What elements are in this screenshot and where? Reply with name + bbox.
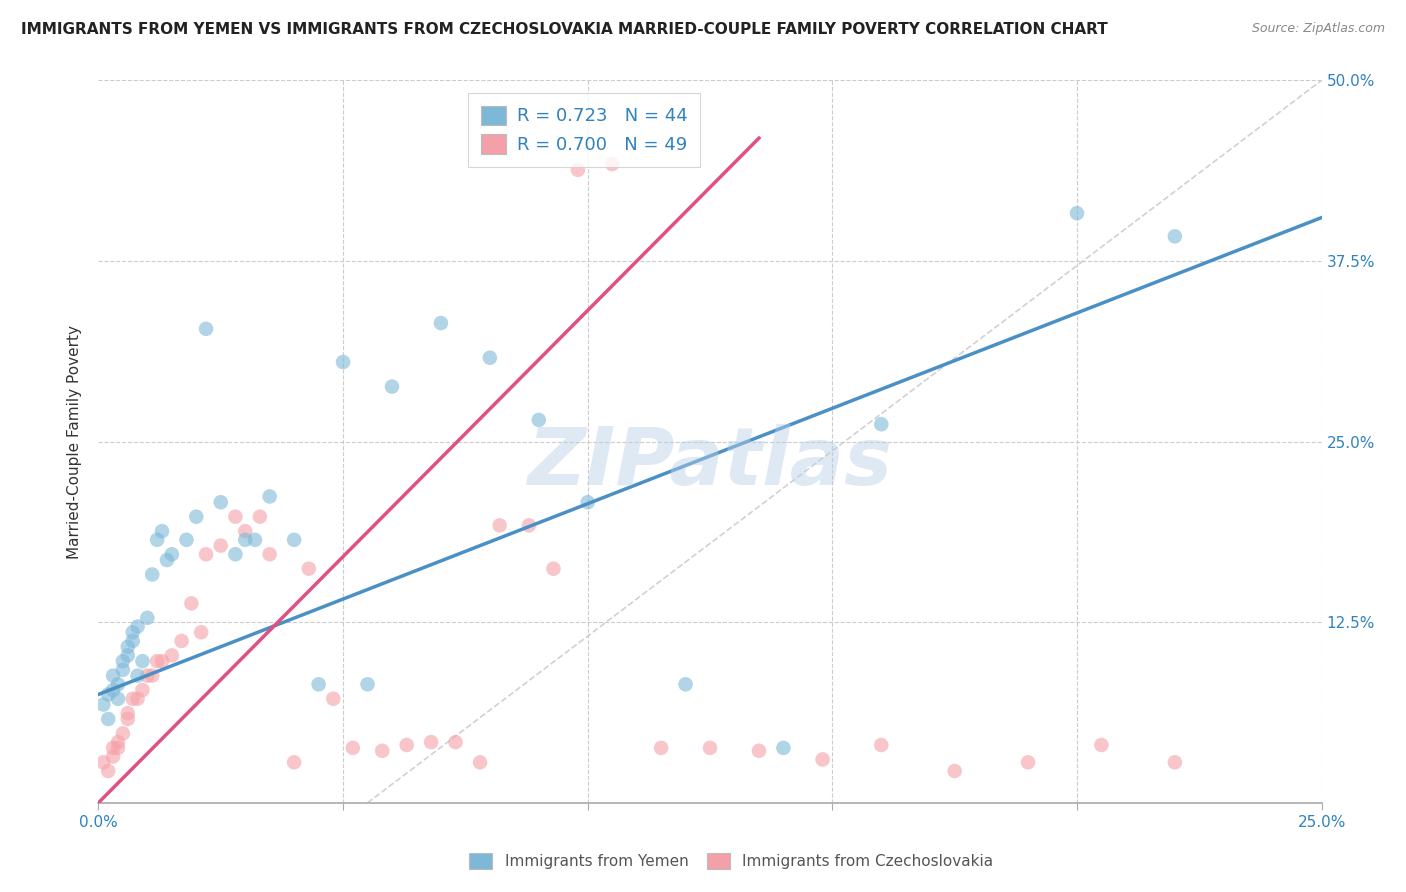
Point [249, 509, 271, 524]
Point [170, 634, 193, 648]
Y-axis label: Married-Couple Family Poverty: Married-Couple Family Poverty [67, 325, 83, 558]
Point [233, 533, 256, 547]
Legend: R = 0.723   N = 44, R = 0.700   N = 49: R = 0.723 N = 44, R = 0.700 N = 49 [468, 93, 700, 167]
Point [430, 316, 453, 330]
Point [675, 677, 697, 691]
Point [478, 351, 501, 365]
Point [160, 648, 183, 663]
Point [107, 677, 129, 691]
Point [121, 634, 143, 648]
Point [1017, 756, 1039, 770]
Point [121, 691, 143, 706]
Point [127, 668, 149, 682]
Point [259, 490, 281, 504]
Point [1066, 206, 1088, 220]
Point [259, 547, 281, 561]
Point [190, 625, 212, 640]
Point [121, 625, 143, 640]
Point [101, 683, 124, 698]
Point [195, 322, 218, 336]
Point [772, 740, 794, 755]
Point [107, 691, 129, 706]
Point [141, 668, 163, 682]
Point [107, 735, 129, 749]
Point [136, 668, 159, 682]
Point [870, 417, 893, 432]
Point [298, 562, 321, 576]
Text: IMMIGRANTS FROM YEMEN VS IMMIGRANTS FROM CZECHOSLOVAKIA MARRIED-COUPLE FAMILY PO: IMMIGRANTS FROM YEMEN VS IMMIGRANTS FROM… [21, 22, 1108, 37]
Point [283, 756, 305, 770]
Point [342, 740, 364, 755]
Point [127, 619, 149, 633]
Point [576, 495, 599, 509]
Point [141, 567, 163, 582]
Point [870, 738, 893, 752]
Point [381, 379, 404, 393]
Point [650, 740, 672, 755]
Point [356, 677, 378, 691]
Point [488, 518, 510, 533]
Point [243, 533, 266, 547]
Point [146, 533, 169, 547]
Point [101, 749, 124, 764]
Point [699, 740, 721, 755]
Point [97, 687, 120, 701]
Point [111, 663, 134, 677]
Point [180, 596, 202, 610]
Point [195, 547, 218, 561]
Legend: Immigrants from Yemen, Immigrants from Czechoslovakia: Immigrants from Yemen, Immigrants from C… [463, 847, 1000, 875]
Point [97, 764, 120, 778]
Point [186, 509, 208, 524]
Point [146, 654, 169, 668]
Point [127, 691, 149, 706]
Text: ZIPatlas: ZIPatlas [527, 425, 893, 502]
Point [395, 738, 418, 752]
Point [131, 654, 153, 668]
Point [943, 764, 966, 778]
Point [1164, 756, 1187, 770]
Point [371, 744, 394, 758]
Point [224, 509, 246, 524]
Point [517, 518, 540, 533]
Point [468, 756, 491, 770]
Point [117, 706, 139, 721]
Point [748, 744, 770, 758]
Text: Source: ZipAtlas.com: Source: ZipAtlas.com [1251, 22, 1385, 36]
Point [543, 562, 565, 576]
Point [91, 698, 114, 712]
Point [811, 752, 834, 766]
Point [131, 683, 153, 698]
Point [567, 162, 589, 177]
Point [1090, 738, 1112, 752]
Point [233, 524, 256, 538]
Point [150, 524, 173, 538]
Point [600, 157, 623, 171]
Point [117, 640, 139, 654]
Point [111, 654, 134, 668]
Point [136, 611, 159, 625]
Point [150, 654, 173, 668]
Point [101, 668, 124, 682]
Point [91, 756, 114, 770]
Point [332, 355, 354, 369]
Point [209, 539, 232, 553]
Point [107, 740, 129, 755]
Point [308, 677, 330, 691]
Point [527, 413, 550, 427]
Point [97, 712, 120, 726]
Point [176, 533, 198, 547]
Point [322, 691, 344, 706]
Point [444, 735, 467, 749]
Point [101, 740, 124, 755]
Point [209, 495, 232, 509]
Point [420, 735, 443, 749]
Point [283, 533, 305, 547]
Point [117, 648, 139, 663]
Point [156, 553, 179, 567]
Point [111, 726, 134, 740]
Point [1164, 229, 1187, 244]
Point [117, 712, 139, 726]
Point [160, 547, 183, 561]
Point [224, 547, 246, 561]
